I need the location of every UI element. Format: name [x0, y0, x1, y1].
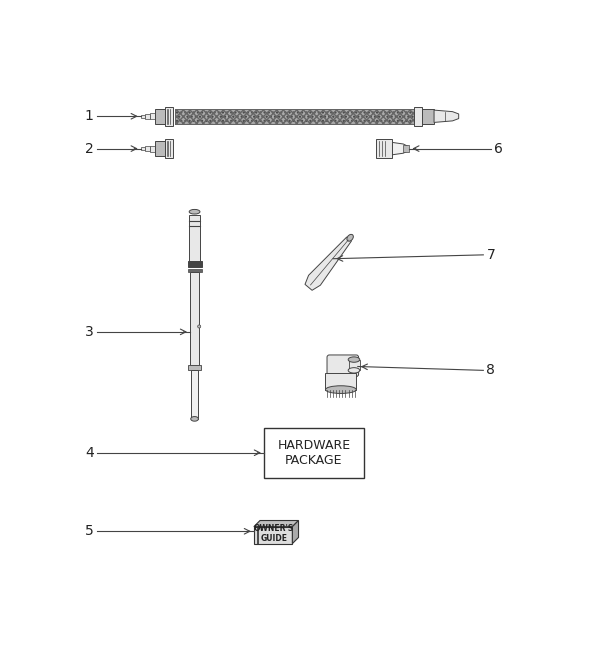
Polygon shape [254, 520, 299, 527]
Bar [150, 113, 155, 119]
Bar [190, 272, 199, 365]
Bar [189, 215, 200, 261]
Bar [349, 360, 360, 371]
Polygon shape [293, 520, 299, 544]
Polygon shape [254, 527, 293, 544]
Ellipse shape [326, 386, 356, 393]
Bar [191, 369, 198, 419]
Bar [188, 261, 202, 267]
Text: 8: 8 [486, 364, 495, 377]
Bar [140, 115, 145, 118]
Polygon shape [392, 143, 408, 155]
FancyBboxPatch shape [327, 355, 359, 376]
Text: 5: 5 [85, 524, 94, 538]
Text: OWNER'S
GUIDE: OWNER'S GUIDE [254, 524, 294, 543]
Ellipse shape [348, 357, 360, 362]
Bar [150, 146, 155, 152]
Bar [175, 109, 414, 124]
Polygon shape [434, 110, 458, 122]
Text: 7: 7 [486, 248, 495, 262]
Text: HARDWARE
PACKAGE: HARDWARE PACKAGE [277, 439, 350, 467]
Text: 4: 4 [85, 446, 94, 459]
Bar [403, 145, 409, 152]
Ellipse shape [347, 235, 353, 241]
Bar [264, 428, 364, 478]
Ellipse shape [198, 325, 201, 328]
Bar [145, 114, 150, 119]
Bar [414, 107, 422, 126]
Polygon shape [305, 237, 352, 290]
Text: 3: 3 [85, 325, 94, 339]
Bar [155, 141, 165, 156]
Bar [165, 139, 173, 158]
Bar [175, 109, 414, 124]
Bar [422, 109, 434, 124]
Text: 6: 6 [494, 142, 503, 156]
Bar [326, 373, 356, 389]
Text: 2: 2 [85, 142, 94, 156]
Bar [188, 269, 202, 272]
Text: 1: 1 [85, 110, 94, 123]
Bar [155, 109, 165, 124]
Bar [375, 139, 392, 158]
Ellipse shape [191, 417, 198, 421]
Bar [188, 365, 201, 369]
Ellipse shape [348, 367, 360, 373]
Bar [140, 147, 145, 150]
Bar [165, 107, 173, 126]
Ellipse shape [189, 209, 200, 214]
Bar [145, 146, 150, 151]
